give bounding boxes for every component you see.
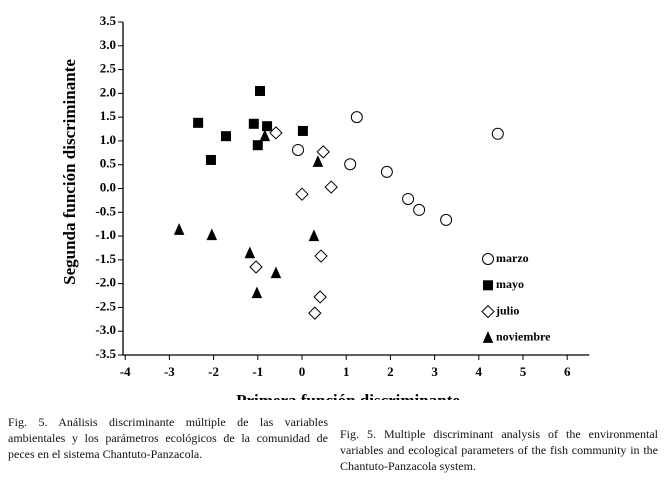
point [344,158,357,171]
point [440,213,453,226]
x-tick-label: 1 [343,364,350,379]
x-tick-label: -3 [164,364,175,379]
point [270,266,282,279]
point [292,143,305,156]
y-tick-label: -1.0 [95,227,116,242]
y-tick-label: -2.5 [95,298,116,313]
point [350,111,363,124]
point [308,229,320,242]
y-tick-label: -2.0 [95,275,116,290]
point [205,154,216,165]
y-tick-label: 2.5 [100,61,117,76]
point [206,228,218,241]
point [413,203,426,216]
point [173,223,185,235]
legend-label: mayo [496,277,524,291]
point [491,127,504,140]
point [269,126,283,140]
legend-marker [481,304,495,319]
legend-label: marzo [496,251,529,265]
point [251,286,263,299]
y-tick-label: -3.0 [95,322,116,337]
y-tick-label: 3.5 [100,13,117,28]
y-axis-label: Segunda función discriminante [60,59,79,285]
point [193,117,204,128]
y-tick-label: 3.0 [100,37,116,52]
y-tick-label: -3.5 [95,346,116,361]
x-tick-label: 3 [431,364,438,379]
x-tick-label: 4 [476,364,483,379]
x-tick-label: 2 [387,364,394,379]
caption-spanish: Fig. 5. Análisis discriminante múltiple … [8,415,328,461]
point [402,192,415,205]
y-tick-label: 2.0 [100,84,116,99]
legend-label: noviembre [496,330,551,344]
point [259,129,271,142]
legend-marker [482,253,494,265]
y-tick-label: 1.5 [100,108,117,123]
legend-label: julio [495,303,519,317]
point [313,290,327,304]
point [324,180,338,194]
legend-marker [482,331,494,343]
point [220,131,231,142]
y-tick-label: 1.0 [100,132,116,147]
point [248,118,259,129]
point [312,155,324,167]
chart: Primera función discriminante Segunda fu… [60,13,590,400]
point [316,145,330,159]
point [380,165,393,178]
x-tick-label: -1 [252,364,263,379]
point [249,260,263,274]
point [295,187,309,201]
legend-marker [483,280,493,291]
y-tick-label: 0.0 [100,179,116,194]
point [314,249,328,263]
point [308,306,322,320]
point [255,85,266,96]
caption-english: Fig. 5. Multiple discriminant analysis o… [340,427,658,473]
y-tick-label: 0.5 [100,156,117,171]
x-tick-label: -2 [208,364,219,379]
point [262,121,273,132]
x-tick-label: 5 [520,364,527,379]
x-axis-label: Primera función discriminante [236,391,460,400]
point [252,140,263,151]
point [297,125,308,136]
x-tick-label: 6 [564,364,571,379]
y-tick-label: -1.5 [95,251,116,266]
point [244,246,256,259]
x-tick-label: -4 [120,364,131,379]
y-tick-label: -0.5 [95,203,116,218]
x-tick-label: 0 [299,364,306,379]
